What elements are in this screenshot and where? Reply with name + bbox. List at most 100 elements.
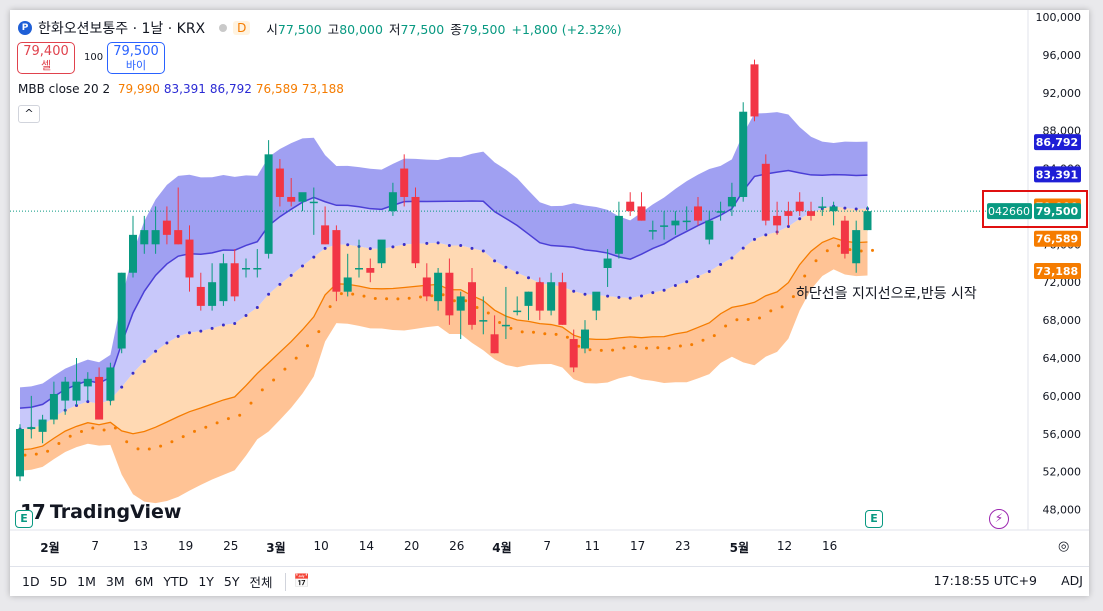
candle-body [818, 206, 827, 208]
mid-band-dot [301, 264, 304, 268]
x-tick-label: 16 [822, 539, 838, 553]
range-button-5D[interactable]: 5D [49, 574, 68, 589]
ohlc-key: 고 [327, 21, 340, 37]
lower-mid-band-fill [20, 206, 868, 450]
mid-band-dot [86, 400, 90, 404]
lower-band-dot [565, 335, 569, 339]
candle-body [524, 291, 533, 306]
range-button-1D[interactable]: 1D [22, 574, 40, 589]
range-button-YTD[interactable]: YTD [163, 574, 189, 589]
sell-button[interactable]: 79,400 셀 [17, 42, 75, 74]
candle-body [829, 206, 838, 212]
order-quantity[interactable]: 100 [84, 52, 104, 63]
lower-band-dot [645, 346, 648, 350]
range-button-5Y[interactable]: 5Y [223, 574, 240, 589]
lower-band-dot [226, 417, 230, 421]
mid-band-dot [798, 217, 802, 221]
price-chart[interactable]: 48,000 52,000 56,000 60,000 64,000 68,000 72,0… [10, 10, 1089, 566]
mid-band-dot [493, 259, 497, 263]
candle-body [366, 268, 375, 273]
lower-band-dot [656, 346, 660, 350]
mid-band-dot [154, 349, 158, 353]
ohlc-key: 저 [388, 21, 401, 37]
lower-band-dot [46, 449, 50, 453]
calendar-range-icon[interactable]: 📅 [293, 574, 310, 589]
lower-band-dot [125, 440, 129, 444]
ohlc-value: 77,500 [277, 21, 322, 37]
mid-band-dot [583, 292, 587, 296]
range-button-전체[interactable]: 전체 [249, 575, 273, 590]
candle-body [648, 230, 657, 232]
candle-body [727, 196, 736, 207]
candle-body [716, 211, 725, 213]
lower-band-dot [283, 367, 287, 371]
mid-band-dot [628, 296, 632, 300]
adj-toggle[interactable]: ADJ [1061, 573, 1083, 588]
candle-body [626, 201, 635, 212]
mid-band-dot [719, 262, 723, 266]
earnings-icon[interactable]: E [865, 510, 883, 528]
candle-body [501, 324, 510, 327]
indicator-legend[interactable]: MBB close 20 2 79,990 83,391 86,792 76,589 7… [18, 82, 348, 96]
mid-band-dot [651, 291, 655, 295]
candle-body [863, 211, 872, 231]
candle-body [129, 234, 137, 273]
lower-band-dot [306, 344, 309, 348]
candle-body [72, 381, 81, 401]
candle-body [242, 268, 250, 270]
lower-band-dot [486, 311, 490, 315]
candle-body [614, 215, 623, 254]
symbol-title[interactable]: 한화오션보통주 · 1날 · KRX [38, 21, 206, 37]
mid-band-dot [368, 247, 372, 251]
lower-band-dot [678, 344, 682, 348]
range-button-3M[interactable]: 3M [105, 574, 125, 589]
lower-inner-line [19, 237, 868, 451]
candle-body [739, 111, 748, 197]
candle-body [660, 225, 669, 227]
lower-band-dot [68, 434, 72, 438]
lower-band-dot [23, 453, 27, 457]
lower-band-fill [20, 237, 868, 504]
candle-body [230, 263, 239, 297]
mid-band-dot [764, 233, 768, 237]
ohlc-value: 77,500 [400, 21, 445, 37]
lower-band-dot [91, 426, 95, 430]
range-button-1Y[interactable]: 1Y [198, 574, 214, 589]
mid-band-dot [289, 273, 293, 277]
candle-body [456, 296, 465, 311]
lower-band-dot [871, 248, 874, 252]
lower-band-dot [204, 425, 208, 429]
price-tag-label: 83,391 [1036, 168, 1078, 181]
candle-body [196, 286, 205, 306]
bolt-icon[interactable]: ⚡ [989, 509, 1009, 529]
candle-body [569, 339, 578, 368]
data-status-badge: D [233, 21, 251, 35]
chevron-up-icon[interactable]: ^ [18, 105, 40, 123]
range-button-6M[interactable]: 6M [134, 574, 154, 589]
market-status-dot-icon [219, 24, 228, 32]
candle-body [106, 367, 115, 401]
range-button-1M[interactable]: 1M [77, 574, 96, 589]
y-tick-label: 56,000 [1043, 428, 1082, 441]
lower-band-dot [837, 244, 841, 248]
candle-body [219, 263, 228, 302]
lower-band-dot [701, 338, 705, 342]
y-tick-label: 68,000 [1043, 314, 1082, 327]
price-tag [1034, 203, 1081, 220]
lower-band-dot [509, 326, 513, 330]
earnings-icon[interactable]: E [15, 510, 33, 528]
buy-price: 79,500 [113, 44, 159, 59]
mid-band-dot [470, 246, 474, 250]
clock[interactable]: 17:18:55 UTC+9 [933, 573, 1037, 588]
candle-body [422, 277, 431, 297]
candle-body [208, 282, 217, 306]
gear-icon[interactable]: ◎ [1058, 539, 1070, 554]
mid-band-dot [662, 288, 666, 292]
price-tag [1034, 262, 1081, 279]
lower-band-dot [181, 435, 185, 439]
price-change: +1,800 (+2.32%) [511, 21, 622, 37]
indicator-value: 73,188 [301, 82, 344, 96]
countdown-tag [987, 203, 1032, 220]
candle-body [174, 230, 183, 245]
buy-button[interactable]: 79,500 바이 [107, 42, 165, 74]
